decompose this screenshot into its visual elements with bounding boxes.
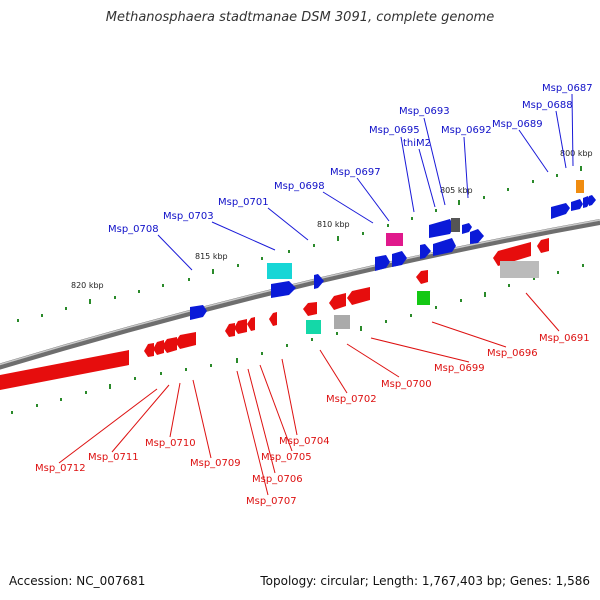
inner-tick-ring bbox=[11, 264, 584, 414]
gene-label-msp-0700[interactable]: Msp_0700 bbox=[381, 379, 432, 390]
gene-label-msp-0710[interactable]: Msp_0710 bbox=[145, 438, 196, 449]
gene-feature[interactable] bbox=[225, 323, 235, 337]
gene-feature[interactable] bbox=[347, 287, 370, 305]
gene-label-msp-0698[interactable]: Msp_0698 bbox=[274, 181, 325, 192]
gene-label-msp-0701[interactable]: Msp_0701 bbox=[218, 197, 269, 208]
gene-feature[interactable] bbox=[375, 255, 390, 271]
outer-tick-ring bbox=[17, 166, 582, 322]
gene-feature[interactable] bbox=[271, 281, 296, 298]
forward-leader-lines bbox=[157, 93, 574, 271]
gene-feature[interactable] bbox=[537, 238, 549, 253]
gene-label-msp-0712[interactable]: Msp_0712 bbox=[35, 463, 86, 474]
gene-feature[interactable] bbox=[589, 195, 596, 206]
gene-feature[interactable] bbox=[314, 274, 324, 289]
reverse-strand-track bbox=[0, 238, 549, 391]
gene-label-msp-0705[interactable]: Msp_0705 bbox=[261, 452, 312, 463]
gene-feature[interactable] bbox=[576, 180, 584, 193]
gene-feature[interactable] bbox=[329, 293, 346, 310]
gene-label-msp-0709[interactable]: Msp_0709 bbox=[190, 458, 241, 469]
gene-feature[interactable] bbox=[144, 343, 154, 357]
scale-label-810: 810 kbp bbox=[317, 220, 350, 229]
gene-feature[interactable] bbox=[190, 305, 207, 320]
scale-label-805: 805 kbp bbox=[440, 186, 473, 195]
gene-feature[interactable] bbox=[429, 219, 454, 238]
gene-label-msp-0693[interactable]: Msp_0693 bbox=[399, 106, 450, 117]
gene-feature[interactable] bbox=[493, 242, 531, 266]
gene-feature[interactable] bbox=[386, 233, 403, 246]
gene-feature[interactable] bbox=[420, 244, 431, 259]
gene-feature[interactable] bbox=[306, 320, 321, 334]
gene-feature[interactable] bbox=[571, 199, 583, 211]
gene-feature[interactable] bbox=[551, 203, 570, 219]
genome-backbone-highlight bbox=[0, 219, 600, 366]
gene-feature[interactable] bbox=[462, 223, 472, 234]
gene-label-msp-0691[interactable]: Msp_0691 bbox=[539, 333, 590, 344]
gene-label-msp-0706[interactable]: Msp_0706 bbox=[252, 474, 303, 485]
reverse-leader-lines bbox=[58, 292, 560, 496]
forward-strand-track bbox=[190, 180, 596, 320]
gene-feature[interactable] bbox=[303, 302, 317, 316]
gene-feature[interactable] bbox=[267, 263, 292, 279]
gene-label-msp-0704[interactable]: Msp_0704 bbox=[279, 436, 330, 447]
gene-label-msp-0697[interactable]: Msp_0697 bbox=[330, 167, 381, 178]
gene-label-msp-0703[interactable]: Msp_0703 bbox=[163, 211, 214, 222]
gene-feature[interactable] bbox=[162, 337, 177, 353]
gene-feature[interactable] bbox=[470, 229, 484, 244]
gene-label-msp-0688[interactable]: Msp_0688 bbox=[522, 100, 573, 111]
genome-backbone bbox=[0, 219, 600, 370]
gene-feature[interactable] bbox=[417, 291, 430, 305]
gene-feature[interactable] bbox=[234, 319, 247, 334]
scale-label-800: 800 kbp bbox=[560, 149, 593, 158]
gene-label-msp-0711[interactable]: Msp_0711 bbox=[88, 452, 139, 463]
gene-label-msp-0692[interactable]: Msp_0692 bbox=[441, 125, 492, 136]
gene-label-msp-0696[interactable]: Msp_0696 bbox=[487, 348, 538, 359]
gene-feature[interactable] bbox=[334, 315, 350, 329]
gene-feature[interactable] bbox=[500, 261, 539, 278]
gene-feature[interactable] bbox=[269, 312, 277, 326]
scale-label-820: 820 kbp bbox=[71, 281, 104, 290]
gene-feature[interactable] bbox=[416, 270, 428, 284]
gene-feature[interactable] bbox=[175, 332, 196, 349]
gene-label-thim2[interactable]: thiM2 bbox=[403, 138, 431, 149]
scale-label-815: 815 kbp bbox=[195, 252, 228, 261]
gene-label-msp-0689[interactable]: Msp_0689 bbox=[492, 119, 543, 130]
gene-label-msp-0699[interactable]: Msp_0699 bbox=[434, 363, 485, 374]
gene-feature[interactable] bbox=[153, 340, 164, 355]
accession-text: Accession: NC_007681 bbox=[9, 574, 146, 588]
gene-feature[interactable] bbox=[247, 317, 255, 331]
gene-label-msp-0695[interactable]: Msp_0695 bbox=[369, 125, 420, 136]
gene-label-msp-0707[interactable]: Msp_0707 bbox=[246, 496, 297, 507]
gene-feature[interactable] bbox=[433, 238, 456, 256]
gene-feature[interactable] bbox=[392, 251, 407, 267]
genome-summary-text: Topology: circular; Length: 1,767,403 bp… bbox=[260, 574, 590, 588]
gene-label-msp-0687[interactable]: Msp_0687 bbox=[542, 83, 593, 94]
gene-feature[interactable] bbox=[451, 218, 460, 232]
gene-label-msp-0708[interactable]: Msp_0708 bbox=[108, 224, 159, 235]
gene-feature[interactable] bbox=[0, 350, 129, 391]
gene-label-msp-0702[interactable]: Msp_0702 bbox=[326, 394, 377, 405]
map-title: Methanosphaera stadtmanae DSM 3091, comp… bbox=[105, 10, 495, 25]
